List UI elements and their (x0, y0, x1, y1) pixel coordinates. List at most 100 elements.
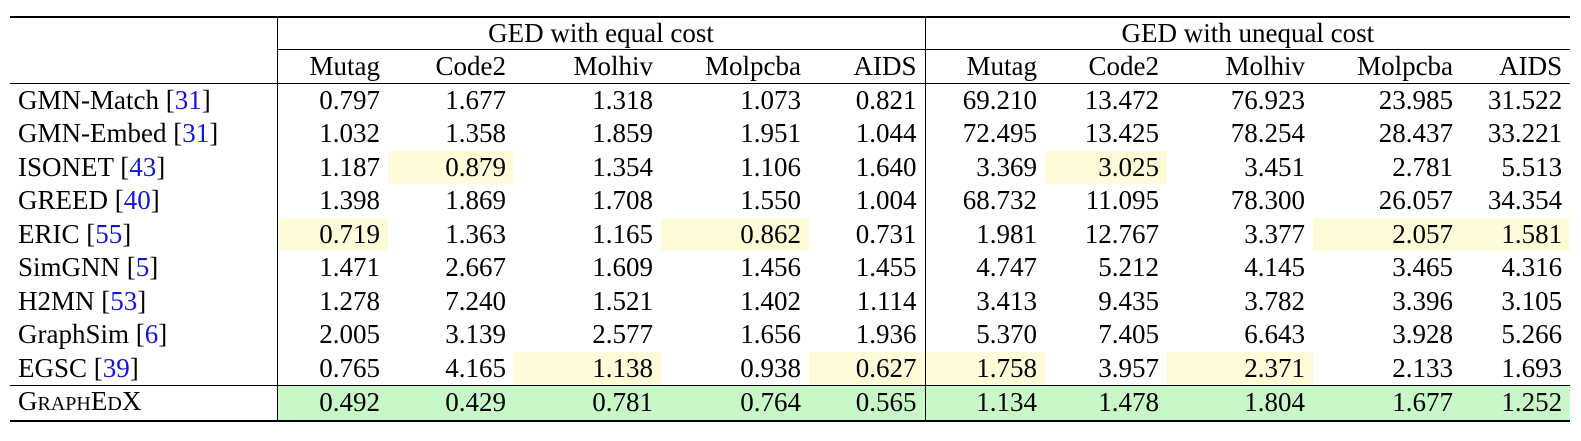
value-cell: 1.032 (276, 117, 388, 151)
our-method-row: GRAPHEDX 0.492 0.429 0.781 0.764 0.565 1.134 1.… (10, 384, 1571, 422)
value-cell: 3.396 (1392, 285, 1454, 316)
method-name: SimGNN (18, 252, 121, 283)
group-header-equal-cost: GED with equal cost (276, 16, 926, 50)
method-name: GREED (18, 185, 108, 216)
best-value-cell: 0.429 (388, 384, 514, 422)
value-cell: 3.957 (1098, 352, 1160, 383)
value-cell: 31.522 (1487, 85, 1563, 115)
value-cell: 1.073 (740, 85, 801, 115)
column-header-mutag: Mutag (924, 49, 1046, 84)
value-cell: 5.370 (924, 318, 1046, 352)
method-name: ISONET (18, 151, 114, 182)
value-cell: 33.221 (1487, 118, 1563, 149)
value-cell: 5.513 (1501, 151, 1563, 182)
value-cell: 3.377 (1244, 218, 1306, 249)
value-cell: 1.521 (592, 285, 653, 316)
best-value-cell: 1.252 (1461, 384, 1571, 422)
value-cell: 4.145 (1244, 252, 1306, 283)
value-cell: 3.369 (924, 150, 1046, 184)
column-header-mutag: Mutag (276, 49, 388, 84)
value-cell: 1.455 (855, 252, 917, 283)
value-cell: 5.212 (1098, 252, 1160, 283)
value-cell: 1.138 (514, 351, 661, 385)
value-cell: 28.437 (1378, 118, 1454, 149)
our-method-name-smallcaps: RAPH (37, 392, 91, 415)
our-method-name-cell: GRAPHEDX (10, 384, 277, 422)
column-header-code2: Code2 (388, 49, 514, 84)
our-method-name-smallcaps: D (107, 392, 122, 415)
value-cell: 0.797 (276, 83, 388, 117)
value-cell: 1.581 (1461, 217, 1571, 251)
value-cell: 1.114 (856, 285, 917, 316)
value-cell: 1.278 (276, 284, 388, 318)
value-cell: 0.627 (809, 351, 926, 385)
value-cell: 1.456 (740, 252, 801, 283)
citation-link[interactable]: 31 (174, 85, 202, 115)
value-cell: 1.677 (445, 85, 506, 115)
value-cell: 2.133 (1392, 352, 1454, 383)
value-cell: 2.005 (276, 318, 388, 352)
method-name-cell: GMN-Embed [31] (18, 118, 219, 149)
citation-link[interactable]: 31 (182, 118, 210, 149)
value-cell: 0.821 (855, 85, 917, 115)
value-cell: 1.656 (740, 319, 801, 350)
table-row: ISONET [43] 1.187 0.879 1.354 1.106 1.640 3.36… (10, 150, 1570, 184)
method-name: H2MN (18, 285, 95, 316)
value-cell: 1.951 (740, 118, 801, 149)
value-cell: 1.044 (855, 118, 917, 149)
value-cell: 0.879 (388, 150, 514, 184)
value-cell: 0.938 (740, 352, 801, 383)
citation-link[interactable]: 43 (129, 151, 157, 182)
our-method-name-initial: E (90, 385, 108, 416)
value-cell: 76.923 (1230, 85, 1306, 115)
method-name-cell: GMN-Match [31] (18, 85, 211, 115)
value-cell: 1.609 (592, 252, 653, 283)
method-name-cell: GREED [40] (18, 185, 160, 216)
table-row: H2MN [53] 1.278 7.240 1.521 1.402 1.114 3.413 9… (10, 284, 1570, 318)
value-cell: 1.187 (276, 150, 388, 184)
method-name-cell: ISONET [43] (18, 151, 166, 182)
value-cell: 2.057 (1313, 217, 1462, 251)
citation-link[interactable]: 39 (102, 352, 130, 383)
method-name-cell: SimGNN [5] (18, 252, 159, 283)
column-header-code2: Code2 (1045, 49, 1168, 84)
value-cell: 78.300 (1230, 185, 1306, 216)
our-method-name-initial: G (18, 385, 38, 416)
value-cell: 72.495 (924, 117, 1046, 151)
citation-link[interactable]: 5 (135, 252, 150, 283)
column-header-aids: AIDS (809, 49, 926, 84)
column-header-molhiv: Molhiv (514, 49, 661, 84)
column-header-molhiv: Molhiv (1167, 49, 1314, 84)
table-row: SimGNN [5] 1.471 2.667 1.609 1.456 1.455 4.747… (10, 251, 1570, 285)
value-cell: 4.165 (445, 352, 506, 383)
value-cell: 1.981 (924, 217, 1046, 251)
value-cell: 5.266 (1501, 319, 1563, 350)
value-cell: 3.139 (445, 319, 506, 350)
value-cell: 3.782 (1244, 285, 1306, 316)
method-name-cell: ERIC [55] (18, 218, 132, 249)
best-value-cell: 1.677 (1313, 384, 1462, 422)
value-cell: 7.240 (445, 285, 506, 316)
citation-link[interactable]: 40 (123, 185, 151, 216)
value-cell: 2.371 (1167, 351, 1314, 385)
group-header-row: GED with equal cost GED with unequal cos… (10, 16, 1571, 50)
best-value-cell: 1.478 (1045, 384, 1168, 422)
results-table-container: GED with equal cost GED with unequal cos… (10, 16, 1571, 422)
value-cell: 0.765 (276, 351, 388, 385)
value-cell: 2.667 (445, 252, 506, 283)
value-cell: 3.928 (1392, 319, 1454, 350)
citation-link[interactable]: 55 (95, 218, 123, 249)
empty-corner-cell (10, 49, 277, 84)
value-cell: 3.105 (1501, 285, 1563, 316)
value-cell: 13.425 (1084, 118, 1160, 149)
method-name: ERIC (18, 218, 80, 249)
table-row: GREED [40] 1.398 1.869 1.708 1.550 1.004 68.73… (10, 184, 1570, 218)
value-cell: 23.985 (1378, 85, 1454, 115)
value-cell: 1.318 (592, 85, 653, 115)
value-cell: 1.550 (740, 185, 801, 216)
value-cell: 1.363 (445, 218, 506, 249)
column-header-aids: AIDS (1461, 49, 1571, 84)
citation-link[interactable]: 53 (110, 285, 138, 316)
our-method-name: GRAPHEDX (18, 386, 141, 416)
citation-link[interactable]: 6 (144, 319, 159, 350)
